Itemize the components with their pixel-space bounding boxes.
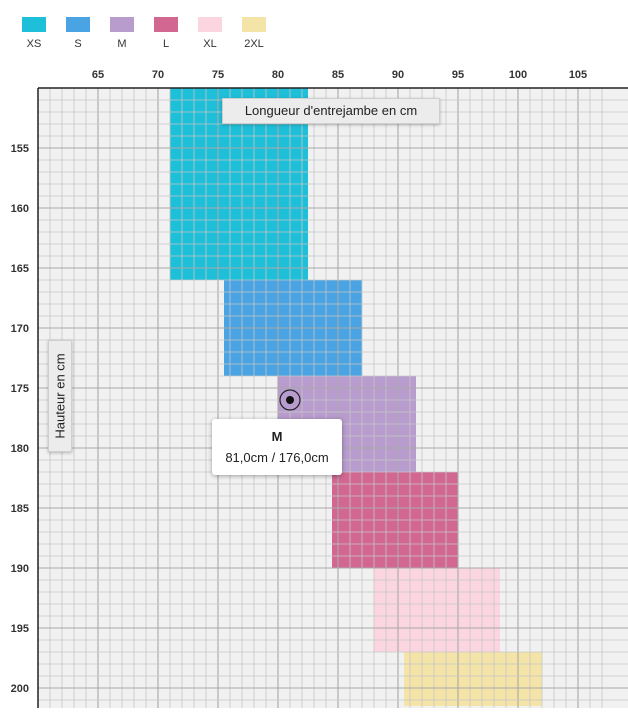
x-tick-label: 65 [92, 69, 104, 81]
legend-swatch [66, 17, 90, 32]
x-tick-label: 80 [272, 69, 284, 81]
x-tick-label: 95 [452, 69, 464, 81]
x-tick-label: 90 [392, 69, 404, 81]
legend-label: XL [203, 38, 217, 50]
legend-item-xs[interactable]: XS [14, 17, 54, 50]
legend-swatch [242, 17, 266, 32]
y-tick-label: 175 [11, 383, 29, 395]
size-region-2xl [404, 652, 542, 706]
legend-swatch [110, 17, 134, 32]
legend-label: M [117, 38, 127, 50]
legend-swatch [198, 17, 222, 32]
x-tick-label: 85 [332, 69, 344, 81]
chart-tooltip: M 81,0cm / 176,0cm [212, 419, 342, 475]
legend-item-xl[interactable]: XL [190, 17, 230, 50]
tooltip-value: 81,0cm / 176,0cm [225, 450, 329, 465]
y-tick-label: 165 [11, 263, 29, 275]
legend-item-m[interactable]: M [102, 17, 142, 50]
size-region-xl [374, 568, 500, 652]
legend-item-l[interactable]: L [146, 17, 186, 50]
y-tick-label: 170 [11, 323, 29, 335]
y-tick-label: 180 [11, 443, 29, 455]
legend-item-2xl[interactable]: 2XL [234, 17, 274, 50]
y-axis-title-text: Hauteur en cm [52, 353, 68, 439]
y-tick-label: 160 [11, 203, 29, 215]
y-tick-label: 155 [11, 143, 29, 155]
x-tick-label: 75 [212, 69, 224, 81]
legend-label: 2XL [244, 38, 264, 50]
marker-point [286, 396, 294, 404]
y-tick-label: 185 [11, 503, 29, 515]
chart-legend: XS S M L XL 2XL [0, 0, 300, 56]
x-tick-label: 105 [569, 69, 587, 81]
tooltip-title: M [271, 429, 283, 444]
x-axis-title: Longueur d'entrejambe en cm [222, 98, 440, 124]
y-axis-title: Hauteur en cm [48, 340, 72, 452]
legend-label: S [74, 38, 82, 50]
legend-swatch [22, 17, 46, 32]
legend-label: XS [26, 38, 42, 50]
y-tick-label: 195 [11, 623, 29, 635]
y-tick-label: 190 [11, 563, 29, 575]
x-tick-label: 100 [509, 69, 527, 81]
y-tick-label: 200 [11, 683, 29, 695]
legend-item-s[interactable]: S [58, 17, 98, 50]
legend-swatch [154, 17, 178, 32]
legend-label: L [162, 38, 170, 50]
x-tick-label: 70 [152, 69, 164, 81]
